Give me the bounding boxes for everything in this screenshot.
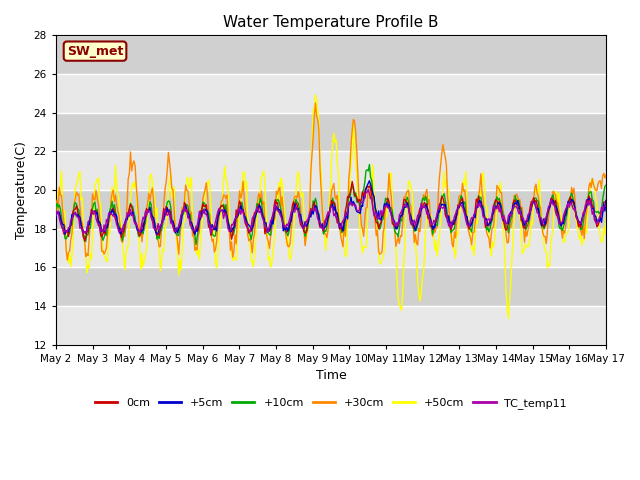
Legend: 0cm, +5cm, +10cm, +30cm, +50cm, TC_temp11: 0cm, +5cm, +10cm, +30cm, +50cm, TC_temp1… (90, 394, 572, 413)
Title: Water Temperature Profile B: Water Temperature Profile B (223, 15, 438, 30)
Bar (56, 36, 606, 74)
Bar (56, 74, 606, 113)
Text: SW_met: SW_met (67, 45, 124, 58)
Bar (56, 113, 606, 151)
Bar (56, 267, 606, 306)
Y-axis label: Temperature(C): Temperature(C) (15, 141, 28, 239)
Bar (56, 190, 606, 228)
Bar (56, 306, 606, 345)
Bar (56, 151, 606, 190)
X-axis label: Time: Time (316, 369, 346, 382)
Bar (56, 228, 606, 267)
